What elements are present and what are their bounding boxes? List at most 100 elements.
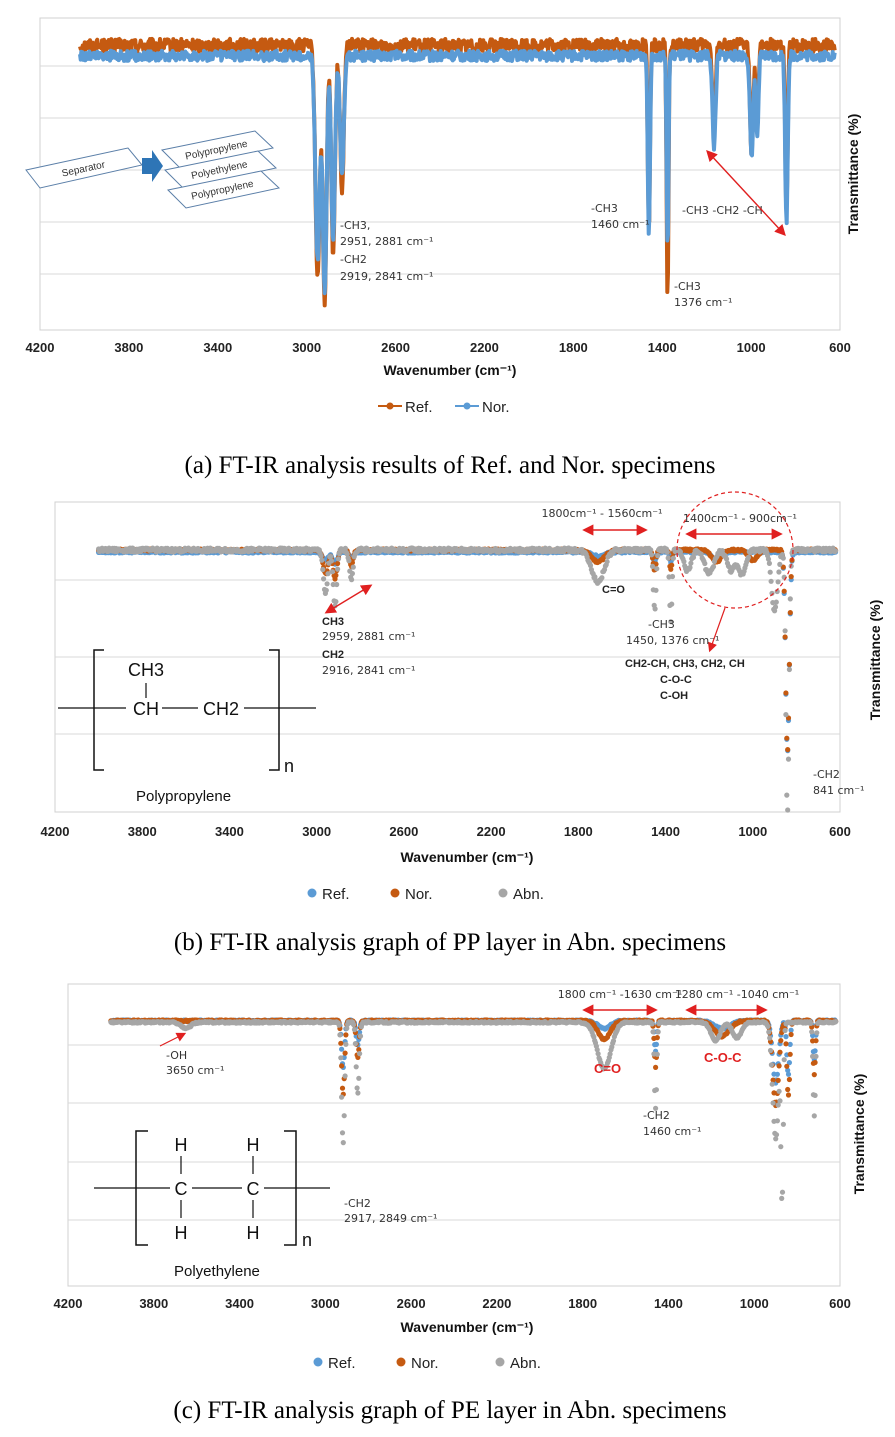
data-point [698, 551, 704, 557]
data-point [653, 1041, 660, 1047]
data-point [785, 756, 792, 762]
data-point [813, 1038, 819, 1044]
data-point [785, 1086, 791, 1093]
anno-ch3-bend-group: -CH3 [591, 202, 618, 215]
data-point [669, 573, 676, 580]
x-tick-label: 2600 [381, 340, 410, 355]
data-point [338, 1055, 344, 1061]
x-tick-label: 1800 [564, 824, 593, 839]
arrow-right-icon [142, 150, 163, 182]
data-point [321, 576, 327, 582]
separator-diagram: Separator Polypropylene Polyethylene Pol… [25, 130, 281, 209]
data-point [351, 1022, 357, 1028]
panel-b-x-ticks: 4200 3800 3400 3000 2600 2200 1800 1400 1000 600 [41, 824, 851, 839]
panel-b-grid [55, 579, 840, 735]
anno-ch3-stretch-group: -CH3, [340, 219, 370, 232]
anno-b-mix2: C-O-C [660, 674, 692, 686]
pp-name: Polypropylene [136, 788, 231, 805]
data-point [356, 1047, 362, 1053]
data-point [352, 1041, 358, 1047]
pp-n-label: n [284, 756, 294, 776]
data-point [341, 1113, 347, 1119]
data-point [342, 1050, 348, 1056]
x-tick-label: 1400 [648, 340, 677, 355]
data-point [356, 1075, 362, 1081]
data-point [648, 547, 654, 553]
data-point [681, 558, 687, 565]
anno-b-ch-vals2: 2916, 2841 cm⁻¹ [322, 664, 415, 677]
pp-ch2-label: CH2 [203, 699, 239, 719]
data-point [688, 560, 694, 566]
panel-a-x-ticks: 4200 3800 3400 3000 2600 2200 1800 1400 1000 600 [26, 340, 851, 355]
data-point [318, 553, 324, 559]
data-point [787, 1051, 793, 1057]
anno-b-circle-arrow [707, 607, 726, 653]
data-point [772, 604, 779, 610]
x-tick-label: 3800 [128, 824, 157, 839]
layer-box-3 [166, 170, 281, 209]
data-point [811, 1072, 817, 1078]
data-point [336, 1022, 342, 1028]
data-point [329, 569, 335, 575]
data-point [342, 1073, 348, 1079]
anno-b-ch2-group: -CH2 [813, 768, 840, 781]
x-tick-label: 600 [829, 824, 851, 839]
series-abn [108, 1018, 839, 1201]
panel-a-legend: Ref. Nor. [378, 399, 510, 416]
anno-b-range1: 1800cm⁻¹ - 1560cm⁻¹ [542, 507, 663, 520]
data-point [339, 1063, 345, 1069]
data-point [323, 587, 329, 593]
data-point [765, 556, 772, 562]
panel-b: 4200 3800 3400 3000 2600 2200 1800 1400 1000 600 … [41, 491, 883, 956]
data-point [783, 712, 789, 718]
legend-ref-marker [386, 402, 394, 410]
panel-a-x-label: Wavenumber (cm⁻¹) [384, 362, 517, 378]
data-point [775, 579, 781, 585]
x-tick-label: 4200 [26, 340, 55, 355]
legend-b-abn-marker [498, 888, 508, 898]
data-point [788, 1027, 794, 1033]
data-point [649, 1021, 655, 1027]
anno-b-ch-group2: CH2 [322, 649, 344, 661]
panel-b-caption: (b) FT-IR analysis graph of PP layer in … [174, 929, 726, 956]
data-point [339, 1094, 345, 1100]
panel-c-plot [108, 1017, 839, 1201]
panel-c: 4200 3800 3400 3000 2600 2200 1800 1400 1000 600 … [54, 983, 867, 1424]
legend-b-ref-marker [307, 888, 317, 898]
data-point [669, 601, 675, 607]
anno-b-ch-vals1: 2959, 2881 cm⁻¹ [322, 630, 415, 643]
data-point [787, 610, 793, 616]
data-point [328, 553, 334, 560]
anno-ch3-stretch: 2951, 2881 cm⁻¹ [340, 235, 433, 248]
x-tick-label: 1400 [651, 824, 680, 839]
data-point [812, 1059, 818, 1066]
data-point [668, 566, 674, 572]
data-point [770, 1077, 776, 1083]
data-point [355, 1090, 361, 1096]
data-point [785, 1067, 791, 1073]
data-point [788, 574, 794, 580]
anno-b-ch-group1: CH3 [322, 616, 344, 628]
x-tick-label: 1000 [737, 340, 766, 355]
data-point [650, 1029, 656, 1035]
data-point [787, 1041, 793, 1047]
data-point [653, 587, 659, 593]
data-point [654, 1035, 660, 1041]
data-point [343, 1041, 349, 1047]
series-line [78, 48, 837, 296]
data-point [653, 1087, 660, 1093]
anno-ch2-stretch: 2919, 2841 cm⁻¹ [340, 270, 433, 283]
anno-b-mix3: C-OH [660, 690, 688, 702]
data-point [351, 1027, 358, 1033]
data-point [324, 581, 330, 587]
data-point [335, 560, 341, 567]
data-point [776, 1063, 782, 1069]
x-tick-label: 3400 [203, 340, 232, 355]
data-point [775, 1077, 781, 1083]
x-tick-label: 2200 [470, 340, 499, 355]
data-point [812, 1048, 818, 1054]
data-point [773, 599, 779, 605]
data-point [343, 1032, 349, 1038]
data-point [654, 1051, 660, 1057]
data-point [785, 1092, 792, 1098]
